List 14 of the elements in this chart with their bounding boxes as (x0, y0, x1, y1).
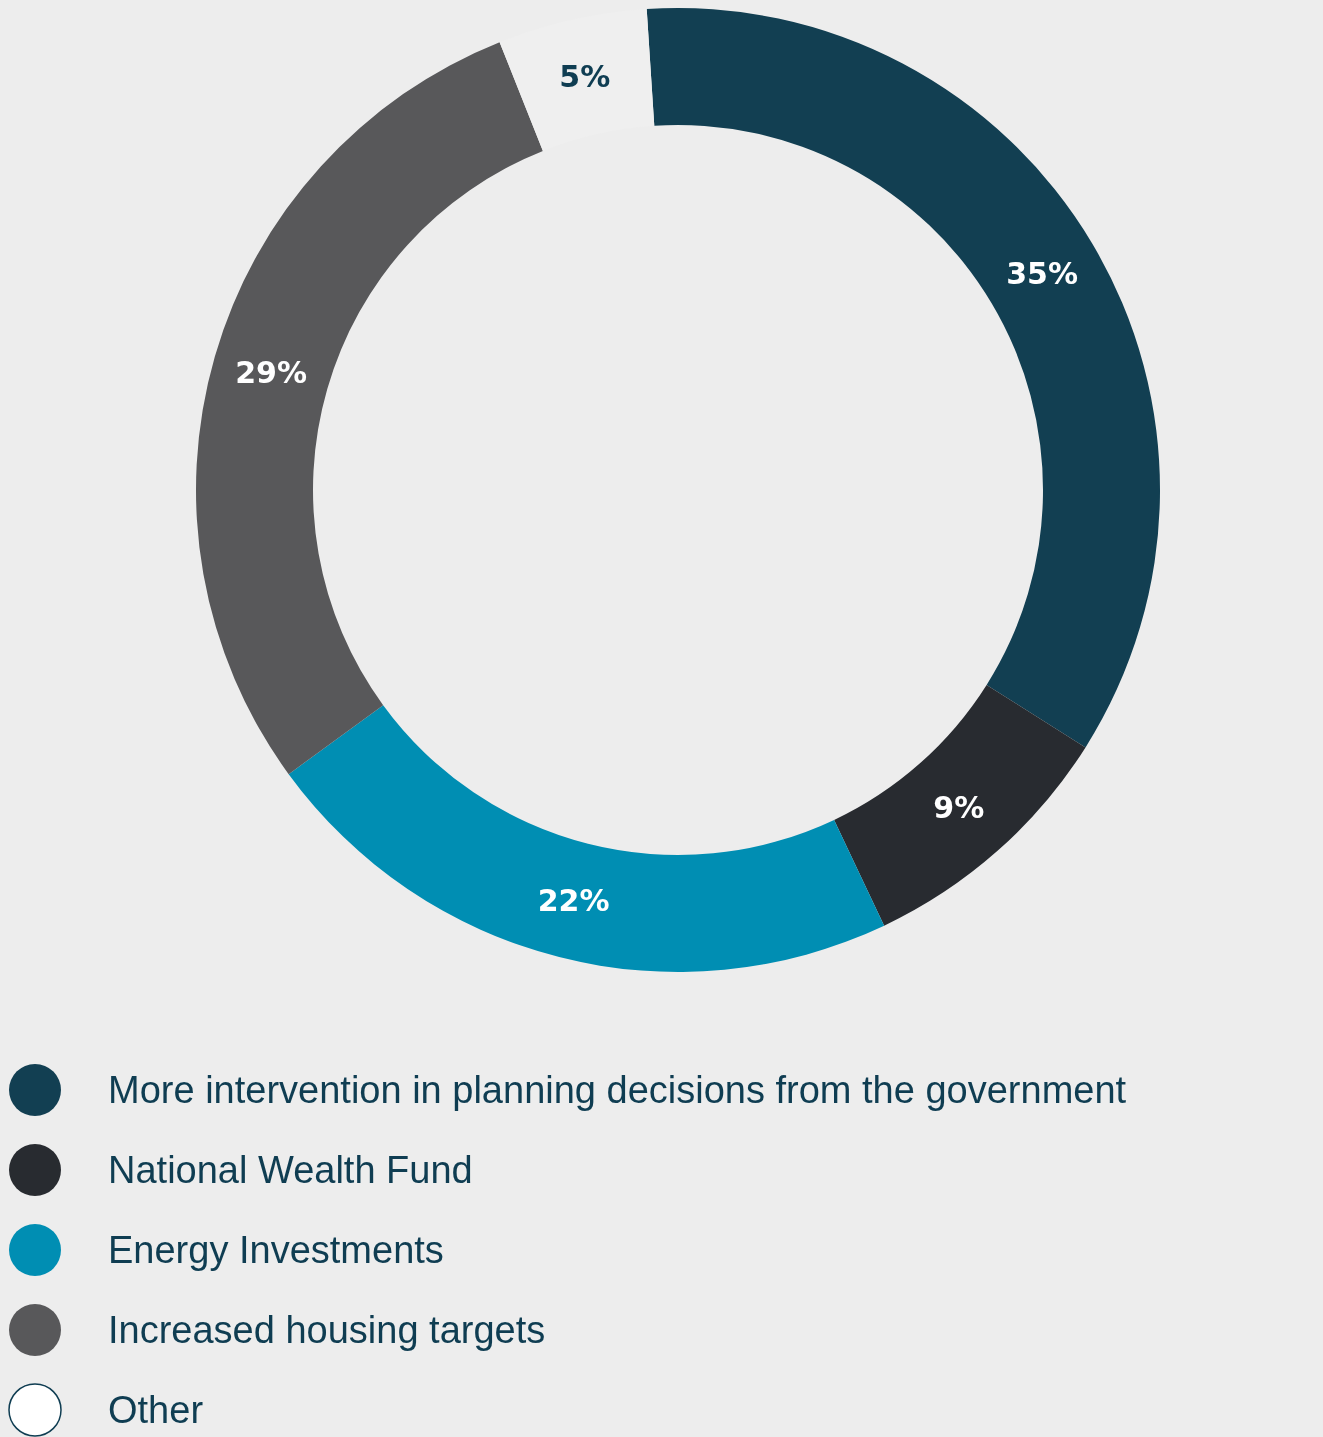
data-label: 9% (933, 789, 985, 825)
donut-slice (196, 42, 543, 775)
donut-slice (288, 705, 885, 972)
legend-label: National Wealth Fund (108, 1149, 473, 1192)
data-label: 5% (559, 59, 611, 95)
legend-label: More intervention in planning decisions from the government (108, 1069, 1127, 1112)
legend-label: Energy Investments (108, 1229, 444, 1272)
data-label: 22% (537, 882, 610, 918)
data-label: 35% (1006, 256, 1078, 292)
donut-slice (834, 684, 1086, 926)
legend-label: Other (108, 1389, 204, 1432)
data-label: 29% (235, 355, 307, 391)
legend-label: Increased housing targets (108, 1309, 546, 1352)
donut-slice (646, 9, 1160, 748)
